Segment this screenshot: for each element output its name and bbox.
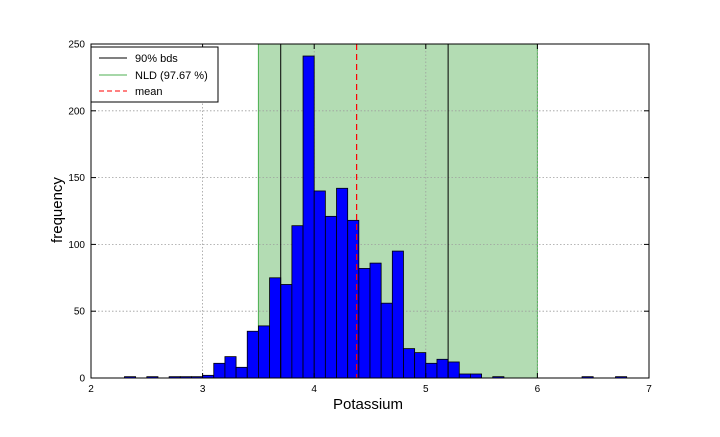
- histogram-bar: [403, 348, 416, 379]
- histogram-bar: [224, 356, 237, 379]
- x-axis-label: Potassium: [333, 396, 403, 413]
- histogram-bar: [324, 215, 337, 379]
- legend-nld-label: NLD (97.67 %): [135, 70, 208, 82]
- plot-frame: [90, 43, 650, 379]
- y-axis-label: frequency: [49, 177, 66, 243]
- y-tick-label: 50: [74, 307, 86, 318]
- x-tick-label: 2: [88, 384, 94, 395]
- y-tick-label: 200: [68, 106, 85, 117]
- x-tick-label: 5: [423, 384, 429, 395]
- y-tick-label: 250: [68, 40, 85, 51]
- histogram-bar: [358, 268, 371, 379]
- x-tick-label: 7: [646, 384, 652, 395]
- axes-layer: [90, 43, 650, 379]
- histogram-bar: [313, 190, 326, 379]
- x-tick-label: 3: [200, 384, 206, 395]
- histogram-bar: [458, 373, 471, 379]
- legend: 90% bds NLD (97.67 %) mean: [90, 46, 219, 103]
- ticks-layer: 2 3 4 5 6 7 0 50 100 150 200 250: [68, 40, 652, 396]
- histogram-bar: [336, 187, 349, 379]
- histogram-bar: [447, 361, 460, 379]
- histogram-bar: [425, 362, 438, 379]
- histogram-bar: [380, 302, 393, 379]
- histogram-bar: [436, 358, 449, 379]
- legend-mean-label: mean: [135, 86, 163, 98]
- bars-layer: [124, 55, 628, 379]
- histogram-bar: [414, 352, 427, 379]
- histogram-bar: [280, 284, 293, 379]
- x-tick-label: 6: [535, 384, 541, 395]
- x-tick-label: 4: [311, 384, 317, 395]
- histogram-bar: [291, 225, 304, 379]
- histogram-bar: [369, 262, 382, 379]
- histogram-bar: [235, 366, 248, 379]
- histogram-bar: [391, 250, 404, 379]
- y-tick-label: 100: [68, 240, 85, 251]
- legend-bounds-label: 90% bds: [135, 53, 178, 65]
- y-tick-label: 150: [68, 173, 85, 184]
- y-tick-label: 0: [79, 374, 85, 385]
- histogram-bar: [302, 55, 315, 379]
- histogram-bar: [213, 362, 226, 379]
- histogram-bar: [246, 330, 259, 379]
- histogram-bar: [470, 373, 483, 379]
- histogram-bar: [257, 325, 270, 379]
- histogram-bar: [269, 277, 282, 379]
- reference-lines-layer: [280, 44, 449, 378]
